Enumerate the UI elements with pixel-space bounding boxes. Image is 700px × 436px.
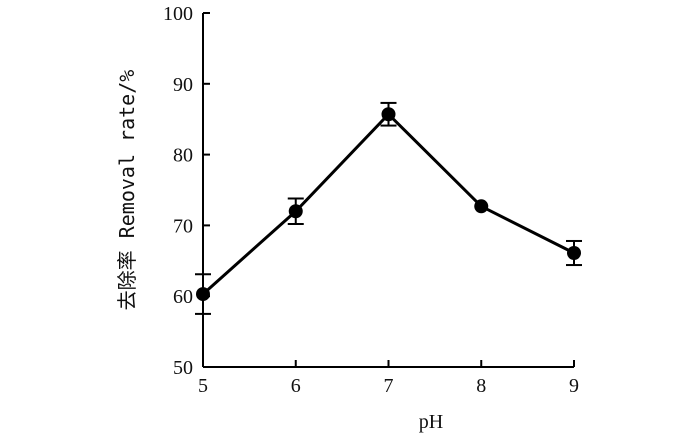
y-tick-label: 100 (163, 3, 193, 25)
series (195, 101, 582, 315)
axes (202, 13, 574, 368)
series-line (202, 112, 575, 296)
x-tick-label: 5 (198, 375, 208, 397)
y-tick-label: 90 (173, 74, 193, 96)
data-point (196, 287, 210, 302)
ticks: 50 60 70 80 90 100 5 6 7 8 9 (163, 3, 579, 397)
x-tick-label: 8 (476, 375, 486, 397)
x-tick-label: 7 (384, 375, 394, 397)
data-point (288, 204, 303, 219)
x-axis-label: pH (419, 411, 443, 433)
y-axis-label: 去除率 Removal rate/% (115, 70, 139, 311)
y-tick-label: 70 (173, 215, 193, 237)
data-point (567, 246, 581, 261)
y-tick-label: 50 (173, 357, 193, 379)
x-tick-label: 6 (291, 375, 301, 397)
y-tick-label: 80 (173, 145, 193, 167)
data-point (474, 199, 489, 214)
y-tick-label: 60 (173, 286, 193, 308)
data-point (381, 107, 396, 122)
x-tick-label: 9 (569, 375, 579, 397)
